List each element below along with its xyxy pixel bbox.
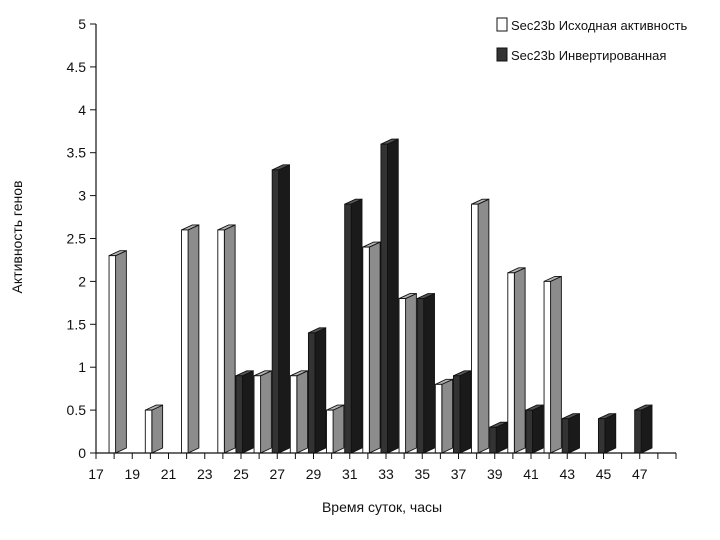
x-tick-label: 37 [451,466,467,482]
bar-original [144,404,164,454]
y-tick-label: 4.5 [67,59,87,75]
legend-swatch-inverted [496,47,508,62]
bar-inverted [452,370,472,454]
legend-label-inverted: Sec23b Инвертированная [511,48,666,63]
y-tick-label: 0 [78,445,86,461]
x-tick-label: 45 [596,466,612,482]
bar-original [108,249,127,454]
bar-original [217,224,236,454]
bar-original [253,370,272,454]
legend-item-inverted: Sec23b Инвертированная [496,47,666,63]
x-tick-label: 17 [88,466,104,482]
legend: Sec23b Исходная активность Sec23b Инверт… [496,17,688,63]
y-ticks: 0 0.5 1 1.5 2 2.5 3 3.5 4 4.5 5 [67,16,96,461]
legend-label-original: Sec23b Исходная активность [511,18,688,33]
y-tick-label: 3 [78,188,86,204]
bar-original [434,378,454,454]
x-tick-label: 39 [487,466,503,482]
y-axis-title: Активность генов [9,181,25,294]
x-ticks: 17 19 21 23 25 27 29 31 33 35 37 39 41 43 45 47 [88,453,677,482]
y-tick-label: 2 [78,273,86,289]
bar-inverted [344,198,363,454]
x-tick-label: 27 [269,466,285,482]
y-tick-label: 5 [78,16,86,32]
y-tick-label: 0.5 [67,402,87,418]
legend-swatch-original [496,17,508,32]
bar-original [289,370,309,454]
x-tick-label: 47 [632,466,648,482]
bar-inverted [271,164,290,454]
bar-original [507,267,526,454]
x-tick-label: 21 [161,466,177,482]
legend-item-original: Sec23b Исходная активность [496,17,688,33]
bars-layer [108,138,653,454]
x-tick-label: 25 [233,466,249,482]
bar-inverted [525,404,544,454]
bar-original [362,241,381,454]
x-tick-label: 31 [342,466,358,482]
bar-inverted [307,327,327,454]
bar-original [471,198,490,454]
bar-inverted [235,370,254,454]
x-tick-label: 33 [378,466,394,482]
y-tick-label: 4 [78,102,86,118]
bar-original [181,224,200,454]
x-tick-label: 35 [414,466,430,482]
y-tick-label: 1 [78,359,86,375]
x-tick-label: 41 [523,466,539,482]
bar-original [543,275,562,454]
x-tick-label: 19 [124,466,140,482]
x-tick-label: 23 [197,466,213,482]
bar-inverted [489,421,508,454]
bar-inverted [597,412,617,454]
y-tick-label: 2.5 [67,231,87,247]
bar-inverted [380,138,399,454]
bar-inverted [634,404,653,454]
x-axis-title: Время суток, часы [322,499,442,515]
bar-original [326,404,345,454]
y-tick-label: 3.5 [67,145,87,161]
x-tick-label: 43 [559,466,575,482]
bar-original [398,292,417,454]
bar-inverted [561,412,580,454]
x-tick-label: 29 [306,466,322,482]
bar-inverted [416,292,435,454]
y-tick-label: 1.5 [67,316,87,332]
